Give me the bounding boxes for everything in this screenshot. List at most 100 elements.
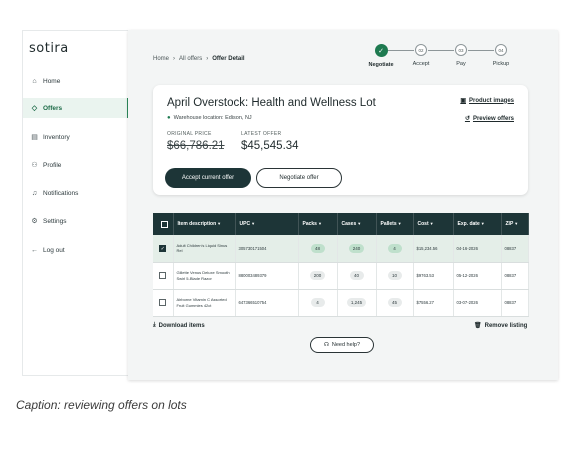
latest-offer-block: LATEST OFFER $45,545.34 bbox=[241, 131, 299, 152]
user-icon: ⚇ bbox=[31, 162, 38, 169]
preview-offers-label: Preview offers bbox=[472, 115, 514, 122]
row-checkbox[interactable]: ✓ bbox=[153, 235, 174, 263]
sidebar-item-settings[interactable]: ⚙ Settings bbox=[23, 211, 129, 231]
cell-upc: 647366510754 bbox=[235, 289, 299, 317]
bell-icon: ♫ bbox=[31, 189, 38, 197]
check-icon: ✓ bbox=[374, 44, 388, 57]
sidebar-item-label: Inventory bbox=[43, 133, 70, 141]
sidebar-item-label: Profile bbox=[43, 161, 62, 169]
history-icon: ↺ bbox=[464, 116, 470, 122]
remove-listing-label: Remove listing bbox=[484, 322, 528, 329]
sort-down-icon: ▼ bbox=[217, 221, 222, 226]
cell-cases: 40 bbox=[349, 271, 364, 280]
download-items-link[interactable]: ⤓ Download items bbox=[153, 322, 205, 329]
cell-exp-date: 03-07-2026 bbox=[453, 289, 502, 317]
column-header-description[interactable]: Item description▼ bbox=[173, 213, 236, 235]
offer-card: April Overstock: Health and Wellness Lot… bbox=[153, 85, 528, 195]
table-row[interactable]: Airborne Vitamin C Assorted Fruit Gummie… bbox=[153, 289, 529, 317]
column-header-cases[interactable]: Cases▼ bbox=[337, 213, 377, 235]
row-checkbox[interactable] bbox=[153, 262, 174, 290]
column-header-exp-date[interactable]: Exp. date▼ bbox=[453, 213, 502, 235]
sidebar-item-home[interactable]: ⌂ Home bbox=[23, 71, 129, 91]
check-icon: ✓ bbox=[159, 244, 167, 252]
latest-offer-label: LATEST OFFER bbox=[241, 131, 282, 137]
trash-icon: 🗑 bbox=[474, 323, 482, 329]
sidebar-item-inventory[interactable]: ▤ Inventory bbox=[23, 127, 129, 147]
table-row[interactable]: Gillette Venus Deluxe Smooth Swirl 5-Bla… bbox=[153, 262, 529, 290]
product-images-label: Product images bbox=[468, 97, 514, 104]
download-icon: ⤓ bbox=[153, 322, 156, 328]
sidebar-item-logout[interactable]: ← Log out bbox=[23, 240, 129, 260]
main-content: Home › All offers › Offer Detail ✓ Negot… bbox=[128, 30, 558, 380]
sidebar-item-label: Settings bbox=[43, 217, 67, 225]
chevron-right-icon: › bbox=[173, 56, 176, 62]
column-header-upc[interactable]: UPC▼ bbox=[235, 213, 299, 235]
column-header-packs[interactable]: Packs▼ bbox=[298, 213, 338, 235]
step-label: Pay bbox=[456, 61, 466, 67]
stepper-connector bbox=[428, 50, 454, 51]
cell-cost: $7556.27 bbox=[413, 289, 454, 317]
sort-down-icon: ▼ bbox=[251, 221, 256, 226]
original-price: $66,786.21 bbox=[167, 140, 225, 152]
sidebar-item-label: Notifications bbox=[43, 189, 79, 197]
gear-icon: ⚙ bbox=[31, 218, 38, 225]
sidebar: sotira ⌂ Home ◇ Offers ▤ Inventory ⚇ Pro… bbox=[22, 30, 129, 376]
brand-logo: sotira bbox=[29, 41, 69, 56]
sidebar-item-notifications[interactable]: ♫ Notifications bbox=[23, 183, 129, 203]
stepper-connector bbox=[468, 50, 494, 51]
step-negotiate: ✓ Negotiate bbox=[361, 44, 401, 68]
items-table: Item description▼ UPC▼ Packs▼ Cases▼ Pal… bbox=[153, 213, 529, 317]
step-accept: 02 Accept bbox=[401, 44, 441, 67]
warehouse-location: ● Warehouse location: Edison, NJ bbox=[167, 115, 252, 121]
cell-exp-date: 04-16-2026 bbox=[453, 235, 502, 263]
progress-stepper: ✓ Negotiate 02 Accept 03 Pay 04 Pickup bbox=[361, 44, 551, 84]
row-checkbox[interactable] bbox=[153, 289, 174, 317]
tag-icon: ◇ bbox=[31, 105, 38, 112]
caption: Caption: reviewing offers on lots bbox=[16, 398, 187, 412]
stepper-connector bbox=[388, 50, 414, 51]
download-items-label: Download items bbox=[158, 322, 205, 329]
column-header-pallets[interactable]: Pallets▼ bbox=[376, 213, 414, 235]
sort-down-icon: ▼ bbox=[429, 221, 434, 226]
cell-description: Gillette Venus Deluxe Smooth Swirl 5-Bla… bbox=[173, 262, 236, 290]
sidebar-item-profile[interactable]: ⚇ Profile bbox=[23, 155, 129, 175]
remove-listing-link[interactable]: 🗑 Remove listing bbox=[474, 322, 528, 330]
cell-upc: 305730171504 bbox=[235, 235, 299, 263]
accept-offer-button[interactable]: Accept current offer bbox=[165, 168, 251, 188]
product-images-link[interactable]: ▣ Product images bbox=[460, 97, 514, 105]
step-number: 04 bbox=[495, 44, 507, 56]
cell-cases: 1,245 bbox=[346, 298, 367, 307]
table-header-row: Item description▼ UPC▼ Packs▼ Cases▼ Pal… bbox=[153, 213, 529, 235]
offer-links: ▣ Product images ↺ Preview offers bbox=[460, 97, 514, 133]
inventory-icon: ▤ bbox=[31, 134, 38, 141]
original-price-block: ORIGINAL PRICE $66,786.21 bbox=[167, 131, 225, 152]
original-price-label: ORIGINAL PRICE bbox=[167, 131, 212, 137]
cell-zip: 08837 bbox=[501, 289, 529, 317]
cell-zip: 08837 bbox=[501, 262, 529, 290]
cell-packs: 48 bbox=[310, 243, 325, 253]
negotiate-offer-button[interactable]: Negotiate offer bbox=[256, 168, 342, 188]
table-row[interactable]: ✓ Adult Children's Liquid Sinus Rel 3057… bbox=[153, 235, 529, 263]
column-header-zip[interactable]: ZIP▼ bbox=[501, 213, 529, 235]
cell-cost: $9763.53 bbox=[413, 262, 454, 290]
cell-zip: 08837 bbox=[501, 235, 529, 263]
preview-offers-link[interactable]: ↺ Preview offers bbox=[460, 115, 514, 123]
breadcrumb-all-offers[interactable]: All offers bbox=[179, 56, 203, 62]
location-pin-icon: ● bbox=[167, 115, 171, 121]
column-header-cost[interactable]: Cost▼ bbox=[413, 213, 454, 235]
cell-pallets: 45 bbox=[387, 298, 402, 307]
cell-exp-date: 05-12-2026 bbox=[453, 262, 502, 290]
sidebar-item-offers[interactable]: ◇ Offers bbox=[23, 98, 129, 118]
cell-packs: 200 bbox=[309, 271, 326, 280]
breadcrumb-current: Offer Detail bbox=[212, 56, 245, 62]
sort-down-icon: ▼ bbox=[514, 221, 519, 226]
cell-description: Adult Children's Liquid Sinus Rel bbox=[173, 235, 236, 263]
step-pay: 03 Pay bbox=[441, 44, 481, 67]
sort-down-icon: ▼ bbox=[317, 221, 322, 226]
cell-pallets: 10 bbox=[387, 271, 402, 280]
chevron-right-icon: › bbox=[206, 56, 209, 62]
need-help-button[interactable]: ☊ Need help? bbox=[310, 337, 374, 353]
select-all-checkbox[interactable] bbox=[153, 213, 174, 235]
warehouse-text: Warehouse location: Edison, NJ bbox=[173, 115, 252, 121]
breadcrumb-home[interactable]: Home bbox=[153, 56, 170, 62]
